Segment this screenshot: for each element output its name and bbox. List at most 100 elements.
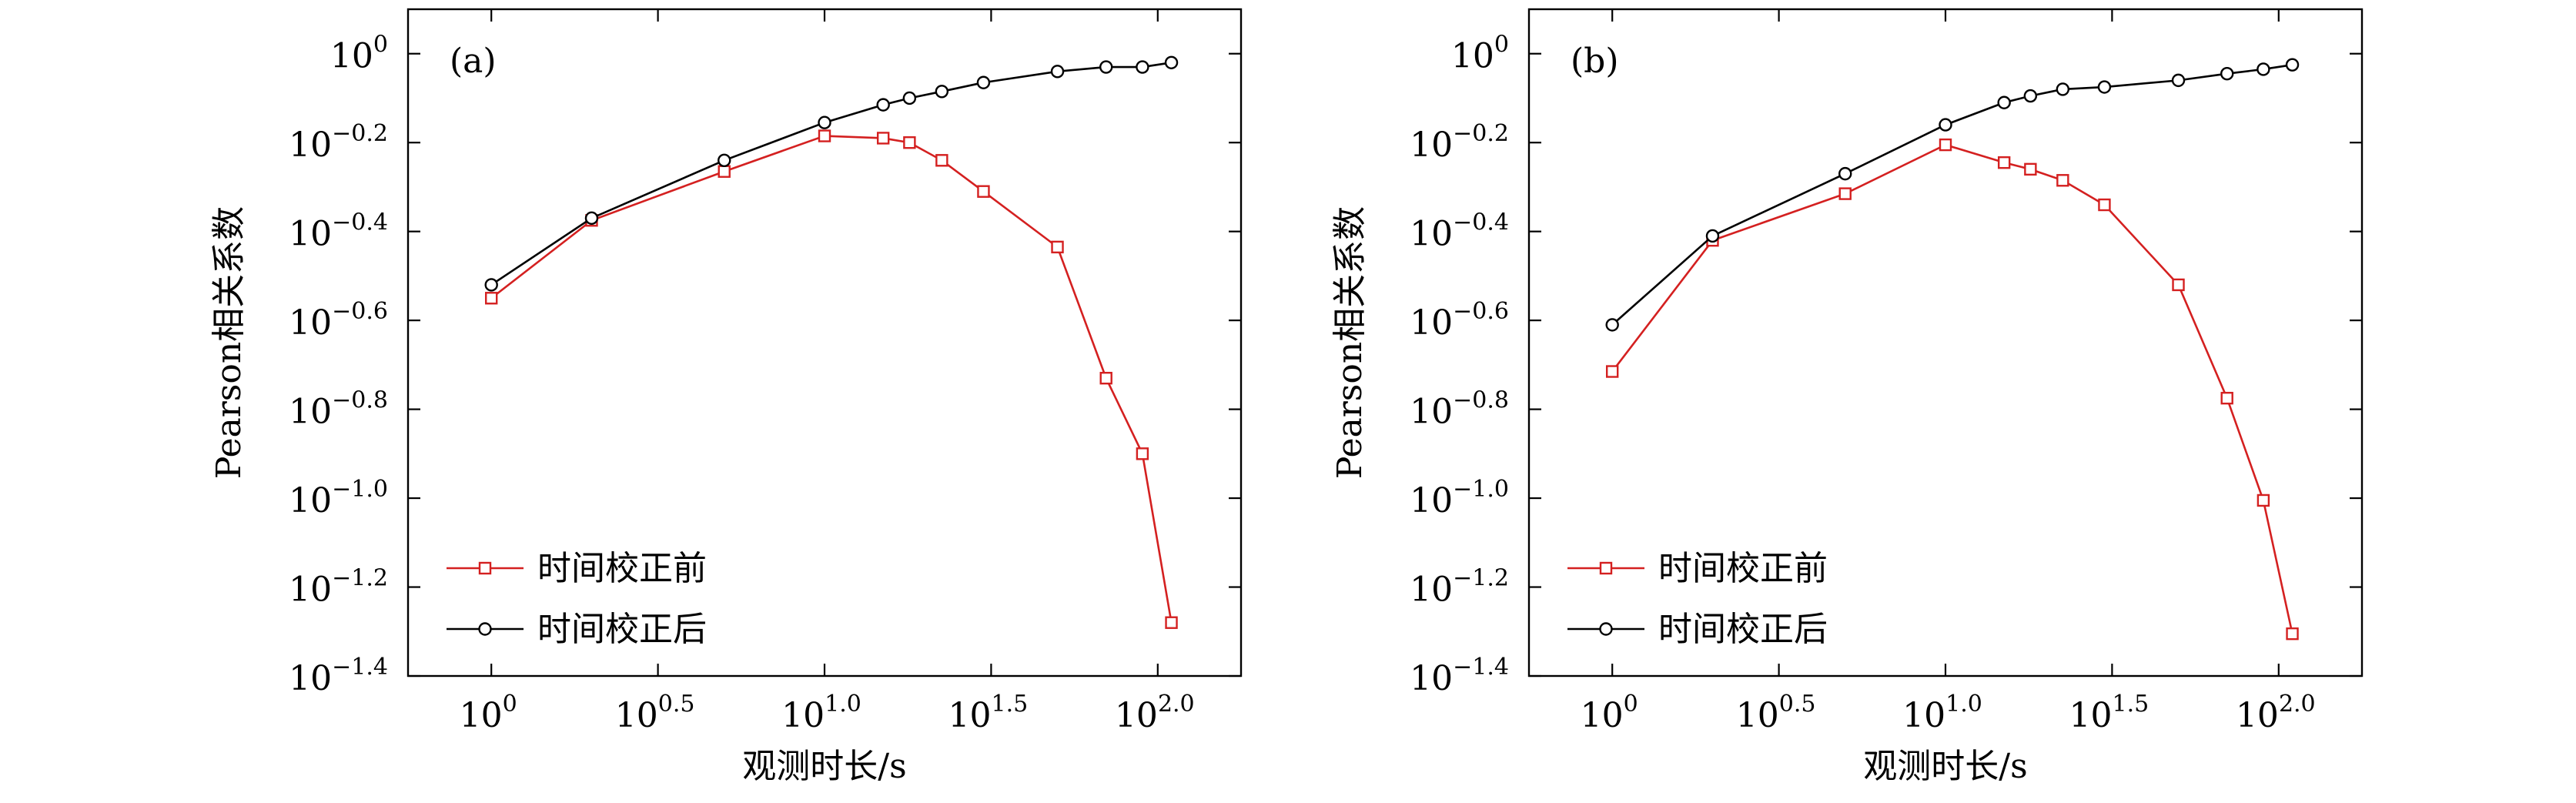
panel-b-y-tick-label-base: 10 [1410,570,1453,610]
panel-b-y-tick-label-base: 10 [1410,659,1453,698]
data-point-circle [1838,166,1852,181]
data-point-square [1099,371,1112,385]
panel-a-y-tick-label-exponent: 0 [373,32,388,59]
panel-b-x-tick-label-base: 10 [2069,696,2113,735]
panel-b-x-tick-label: 100.5 [1736,691,1816,735]
panel-b-x-tick-label-exponent: 2.0 [2279,691,2316,718]
panel-a-y-tick-label-exponent: −1.0 [332,476,388,503]
panel-b-series-before-correction-line [1611,143,2293,634]
data-point-square [935,154,948,167]
panel-b-y-tick-label: 10−0.2 [1410,120,1509,165]
panel-b-y-tick-label: 10−1.2 [1410,565,1509,610]
panel-b-y-tick-label-exponent: −0.8 [1453,387,1509,414]
data-point-square [485,292,498,305]
panel-a-y-tick-label-exponent: −0.4 [332,209,388,236]
panel-a-series-before-correction-line [490,135,1173,623]
data-point-circle [584,211,599,226]
data-point-circle [1939,118,1952,132]
panel-b-x-tick-label-base: 10 [1736,696,1779,735]
panel-a-x-tick-label-base: 10 [781,696,825,735]
panel-b-legend-entry-after-swatch-marker [1599,622,1613,636]
panel-b-series-before-correction [1605,138,2299,641]
panel-a-legend-entry-before-text: 时间校正前 [537,549,707,588]
panel-a-y-tick-label: 10−0.2 [289,120,388,165]
panel-a-legend-entry-after: 时间校正后 [447,610,707,649]
panel-a-y-axis-title: Pearson相关系数 [209,206,249,479]
panel-a-x-tick-label-exponent: 1.0 [825,691,861,718]
panel-b-legend-entry-after: 时间校正后 [1567,610,1828,649]
panel-a-x-tick-label: 101.5 [948,691,1029,735]
panel-a-x-tick-label: 100.5 [615,691,695,735]
data-point-square [876,132,890,145]
panel-a-x-tick-label: 102.0 [1115,691,1195,735]
panel-b-y-tick-label-base: 10 [1410,303,1453,343]
panel-b-y-tick-label-exponent: −0.4 [1453,209,1509,236]
panel-b-y-tick-label: 10−0.4 [1410,209,1509,254]
panel-a-x-tick-label-base: 10 [460,696,503,735]
panel-a-x-tick-label: 101.0 [781,691,861,735]
data-point-square [1939,138,1952,152]
data-point-circle [876,98,890,112]
panel-a-y-tick-label: 10−0.4 [289,209,388,254]
data-point-square [2024,162,2037,176]
panel-a-y-tick-label: 10−1.2 [289,565,388,610]
data-point-square [2056,174,2069,187]
panel-a: 100 100.5 101.0 101.5 102.010010−0.210−0.410… [209,8,1243,786]
data-point-circle [1705,229,1720,243]
data-point-square [1997,156,2011,169]
panel-a-y-tick-label-exponent: −0.6 [332,298,388,325]
panel-b-x-tick-label: 102.0 [2236,691,2316,735]
panel-a-y-tick-label-exponent: −1.2 [332,565,388,592]
panel-a-y-tick-label-base: 10 [289,215,332,254]
panel-a-y-tick-label-base: 10 [289,303,332,343]
panel-b-legend-entry-after-text: 时间校正后 [1658,610,1828,649]
panel-a-y-tick-label-base: 10 [289,570,332,610]
data-point-circle [818,115,831,129]
panel-b-legend-entry-before: 时间校正前 [1567,549,1828,588]
panel-a-y-tick-label-base: 10 [289,481,332,520]
panel-b-legend-entry-before-text: 时间校正前 [1658,549,1828,588]
panel-b-x-tick-label: 101.5 [2069,691,2149,735]
panel-b-y-tick-label-base: 10 [1410,393,1453,432]
data-point-square [1136,447,1149,460]
panel-a-series-after-correction-line [490,61,1172,286]
data-point-circle [2220,67,2234,81]
panel-a-label: (a) [450,42,497,81]
panel-a-y-tick-label-exponent: −1.4 [332,654,388,681]
panel-b-y-tick-label: 10−1.0 [1410,476,1509,520]
data-point-square [718,165,731,178]
panel-a-y-tick-label-exponent: −0.8 [332,387,388,414]
data-point-circle [718,153,731,167]
panel-b-legend-entry-before-swatch-marker [1599,561,1613,575]
data-point-circle [2097,80,2112,94]
panel-a-x-tick-label-base: 10 [948,696,992,735]
data-point-circle [935,85,949,99]
panel-b-x-tick-label-exponent: 0.5 [1779,691,1816,718]
data-point-square [1605,365,1619,378]
panel-b-x-tick-label-exponent: 1.0 [1945,691,1982,718]
panel-b-label: (b) [1571,42,1619,81]
panel-a-x-tick-label-exponent: 0 [503,691,517,718]
panel-a-legend-entry-after-swatch-marker [478,622,492,636]
panel-a-y-tick-label: 10−0.8 [289,387,388,432]
panel-a-y-tick-label: 10−1.0 [289,476,388,520]
panel-a-y-tick-label: 100 [330,32,388,76]
panel-a-legend-entry-before-swatch-marker [478,561,492,575]
panel-b-x-tick-label: 101.0 [1902,691,1982,735]
panel-b-y-tick-label-exponent: 0 [1494,32,1509,59]
data-point-circle [2171,73,2186,88]
panel-b-series-after-correction-line [1611,63,2293,326]
panel-a-y-tick-label-base: 10 [289,125,332,165]
panel-b-y-tick-label-exponent: −0.6 [1453,298,1509,325]
panel-b-y-tick-label-exponent: −0.2 [1453,120,1509,147]
panel-a-x-tick-label: 100 [460,691,517,735]
panel-a-x-tick-label-base: 10 [1115,696,1158,735]
data-point-square [1051,240,1064,254]
panel-b-x-tick-label-base: 10 [1581,696,1624,735]
data-point-square [2172,278,2185,292]
data-point-circle [2056,82,2070,96]
panel-b-y-tick-label: 100 [1451,32,1509,76]
panel-b-x-axis-title: 观测时长/s [1863,747,2027,786]
